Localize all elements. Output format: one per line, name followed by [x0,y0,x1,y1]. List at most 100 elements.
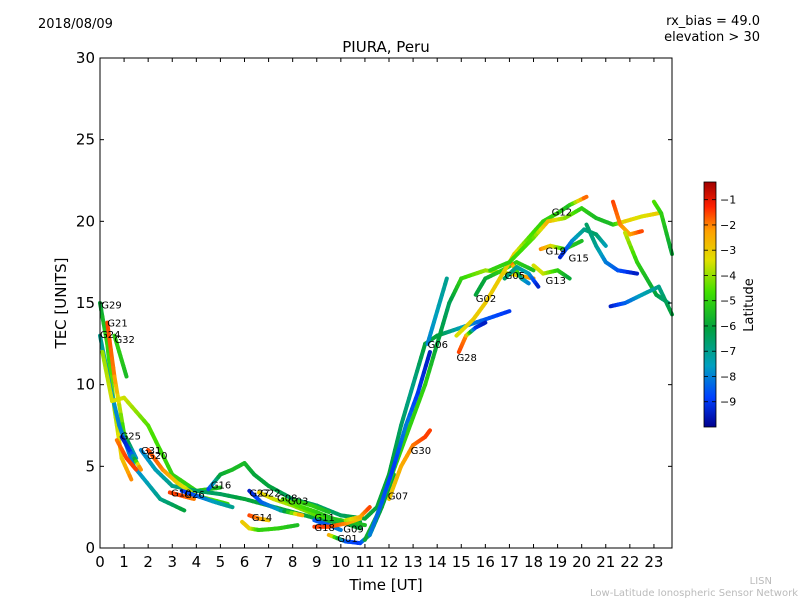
elevation-label: elevation > 30 [664,30,760,45]
x-tick-label: 7 [264,553,274,571]
satellite-label: G09 [343,524,363,535]
track-g14b [247,513,271,523]
track-g15b [584,222,640,276]
satellite-label: G30 [411,446,431,457]
satellite-label: G13 [546,276,566,287]
track-segment [123,371,129,379]
x-tick-label: 2 [143,553,153,571]
y-tick-label: 5 [85,457,95,475]
track-segment [366,505,372,511]
track-g12d [651,199,674,256]
lisn-acronym: LISN [749,576,772,587]
track-g13 [531,263,572,281]
track-segment [189,496,196,501]
track-segment [132,465,139,472]
track-segment [127,473,134,482]
track-g13b [502,265,541,289]
x-tick-label: 6 [240,553,250,571]
colorbar-ticks: −1 −2 −3 −4 −5 −6 −7 −8 −9 [704,194,736,409]
track-g06 [425,276,449,346]
x-tick-label: 15 [452,553,471,571]
satellite-label: G11 [314,513,334,524]
track-segment [528,266,536,273]
satellite-label: G10 [171,488,191,499]
satellite-label: G22 [260,488,280,499]
x-tick-label: 10 [331,553,350,571]
satellite-label: G29 [101,301,121,312]
track-segment [296,512,305,518]
track-segment [358,522,367,528]
satellite-label: G31 [141,446,161,457]
y-tick-label: 25 [76,131,95,149]
track-g17 [367,350,432,537]
colorbar-tick-label: −6 [720,320,736,333]
track-segment [178,506,187,513]
track-g10 [167,490,196,501]
track-g27 [247,488,305,518]
track-segment [323,508,331,515]
colorbar-tick-label: −5 [720,295,736,308]
satellite-label: G06 [428,340,448,351]
track-segment [631,271,640,276]
track-segment [525,280,531,286]
satellite-labels: G29G21G24G32G25G31G20G10G26G16G27G22G08G… [100,208,589,546]
satellite-label: G26 [184,490,204,501]
x-tick-label: 12 [379,553,398,571]
track-segment [427,428,432,434]
track-g26 [179,488,235,510]
track-g28 [456,320,488,354]
x-tick-label: 19 [548,553,567,571]
colorbar [703,181,717,428]
satellite-label: G20 [147,451,167,462]
x-tick-label: 20 [572,553,591,571]
satellite-tracks [98,194,674,546]
track-segment [443,276,449,286]
track-segment [653,211,661,216]
satellite-label: G18 [314,523,334,534]
colorbar-tick-label: −7 [720,345,736,358]
satellite-label: G14 [252,513,272,524]
y-tick-label: 20 [76,212,95,230]
x-tick-label: 0 [95,553,105,571]
track-segment [481,320,488,326]
satellite-label: G02 [476,294,496,305]
colorbar-tick-label: −1 [720,194,736,207]
x-tick-label: 18 [524,553,543,571]
track-segment [214,485,223,491]
track-segment [354,525,363,531]
satellite-label: G27 [249,488,269,499]
x-tick-label: 11 [355,553,374,571]
satellite-label: G03 [288,497,308,508]
x-axis-label: Time [UT] [348,576,422,594]
track-g25b [114,438,139,472]
satellite-label: G16 [211,480,231,491]
x-tick-label: 9 [312,553,322,571]
track-g21 [105,320,139,461]
satellite-label: G15 [568,253,588,264]
track-g09 [343,505,372,523]
y-axis-ticks: 0 5 10 15 20 25 30 [76,49,672,557]
x-tick-label: 4 [192,553,202,571]
satellite-label: G24 [100,330,120,341]
track-segment [503,309,512,315]
track-segment [292,523,300,528]
colorbar-tick-label: −4 [720,269,736,282]
colorbar-tick-label: −2 [720,219,736,232]
satellite-label: G28 [456,353,476,364]
x-tick-label: 21 [596,553,615,571]
colorbar-tick-label: −9 [720,396,736,409]
track-segment [534,282,541,289]
chart-title: PIURA, Peru [342,38,430,56]
y-axis-label: TEC [UNITS] [52,258,70,350]
x-tick-label: 1 [119,553,129,571]
colorbar-tick-label: −8 [720,370,736,383]
track-g30 [387,428,432,501]
track-segment [576,238,584,245]
y-tick-label: 30 [76,49,95,67]
x-tick-label: 23 [644,553,663,571]
satellite-label: G32 [114,335,134,346]
track-segment [565,275,572,281]
satellite-label: G08 [277,493,297,504]
satellite-label: G05 [505,271,525,282]
